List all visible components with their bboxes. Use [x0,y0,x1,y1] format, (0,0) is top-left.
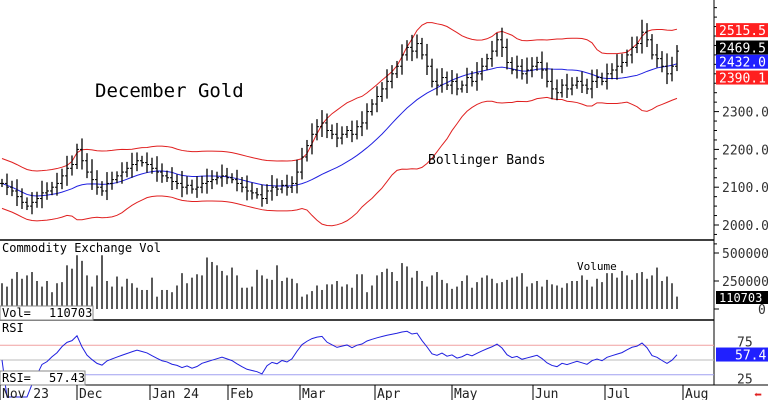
month-label: Jul [607,387,630,400]
last-price-label-bg [716,40,768,55]
rsi-line [1,330,678,398]
volume-readout-label: Vol= [2,306,31,320]
scroll-left-arrow-icon[interactable]: ⬅ [754,388,762,400]
bollinger-bands-label: Bollinger Bands [428,153,545,168]
rsi-tick-label: 25 [737,373,753,388]
volume-last-bg [716,291,768,304]
ma-label: 2432.0 [719,56,766,71]
price-tick-label: 2200.0 [722,143,768,158]
rsi-tick-label: 75 [737,336,753,351]
volume-tick-label: 500000 [722,247,768,262]
price-tick-label: 2100.0 [722,181,768,196]
price-tick-label: 2300.0 [722,106,768,121]
volume-title: Commodity Exchange Vol [2,241,161,255]
lower-band-label-bg [716,70,768,85]
volume-last-label: 110703 [719,291,762,305]
volume-readout-box [0,305,94,321]
month-label: Jun [535,387,558,400]
month-label: Aug [685,387,708,400]
volume-label: Volume [577,260,617,273]
rsi-title: RSI [2,321,24,335]
rsi-readout: 57.43 [49,371,85,385]
month-label: Dec [79,387,102,400]
moving-average-line [1,63,678,197]
rsi-last-bg [716,347,768,362]
volume-tick-label: 0 [758,303,766,318]
volume-tick-label: 250000 [722,275,768,290]
last-price-label: 2469.5 [719,42,766,57]
chart-title: December Gold [95,80,244,102]
lower-bollinger-band [1,96,678,227]
upper-bollinger-band [1,22,678,172]
rsi-readout-box [0,370,86,386]
month-label: Mar [302,387,326,400]
upper-band-label: 2515.5 [719,24,766,39]
month-label: Apr [377,387,401,400]
rsi-readout-label: RSI= [2,371,31,385]
month-label: May [454,387,478,400]
month-label: Jan 24 [152,387,199,400]
volume-readout: 110703 [49,306,92,320]
price-tick-label: 2000.0 [722,219,768,234]
ma-label-bg [716,54,768,69]
upper-band-label-bg [716,23,768,38]
rsi-last-label: 57.4 [735,349,766,364]
lower-band-label: 2390.1 [719,72,766,87]
month-label: Feb [230,387,254,400]
month-label: Nov 23 [2,387,49,400]
